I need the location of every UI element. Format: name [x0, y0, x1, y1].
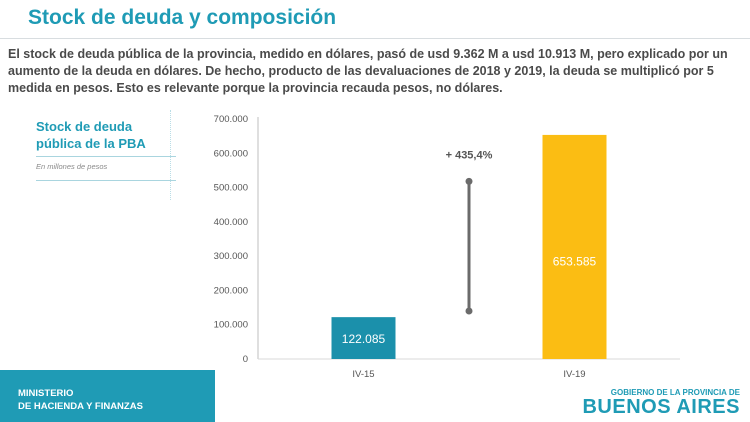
growth-annotation: + 435,4%: [446, 149, 493, 161]
intro-paragraph: El stock de deuda pública de la provinci…: [8, 47, 728, 95]
chart-units-note: En millones de pesos: [36, 162, 108, 171]
side-divider-top: [36, 156, 176, 157]
page-title: Stock de deuda y composición: [28, 6, 337, 29]
x-tick-label: IV-19: [563, 369, 585, 380]
bar-value-label: 653.585: [553, 254, 597, 268]
side-dotted-rule: [170, 110, 172, 200]
y-tick-label: 700.000: [214, 114, 248, 125]
y-tick-label: 500.000: [214, 183, 248, 194]
ministry-line-2: DE HACIENDA Y FINANZAS: [18, 401, 143, 412]
bar-value-label: 122.085: [342, 332, 386, 346]
y-tick-label: 400.000: [214, 217, 248, 228]
brand-logo-text: BUENOS AIRES: [582, 396, 740, 418]
y-tick-label: 0: [243, 354, 248, 365]
brand-subtitle: GOBIERNO DE LA PROVINCIA DE: [610, 388, 740, 397]
y-tick-label: 300.000: [214, 251, 248, 262]
growth-connector-dot: [465, 307, 473, 315]
growth-connector-dot: [465, 177, 473, 185]
bar: [542, 134, 607, 359]
ministry-footer: MINISTERIO DE HACIENDA Y FINANZAS: [0, 370, 215, 422]
ministry-line-1: MINISTERIO: [18, 388, 74, 399]
x-tick-label: IV-15: [352, 369, 374, 380]
y-tick-label: 200.000: [214, 285, 248, 296]
bar: [331, 317, 396, 359]
side-divider-bottom: [36, 180, 176, 181]
title-bar: Stock de deuda y composición: [0, 0, 750, 39]
y-tick-label: 600.000: [214, 148, 248, 159]
y-tick-label: 100.000: [214, 320, 248, 331]
chart-side-title: Stock de deuda pública de la PBA: [36, 119, 146, 151]
